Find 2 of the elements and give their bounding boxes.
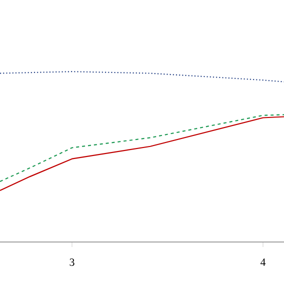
x-tick-label: 3 bbox=[70, 258, 74, 266]
x-tick-label: 4 bbox=[260, 258, 266, 266]
